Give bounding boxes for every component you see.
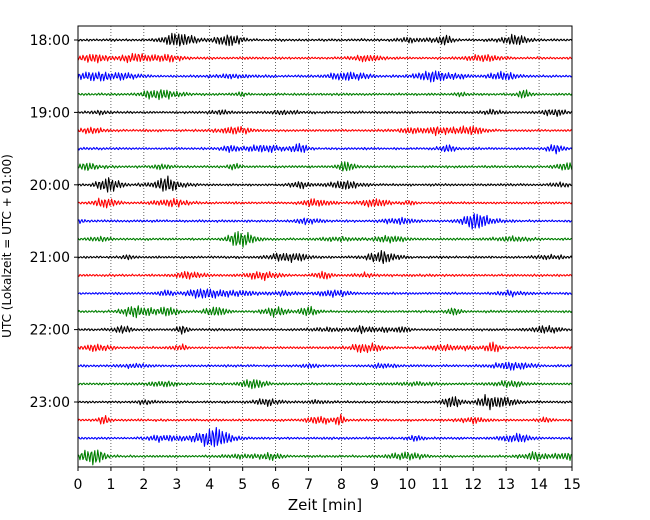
x-tick-label-0: 0 xyxy=(74,477,83,493)
trace-19 xyxy=(77,379,573,390)
trace-17 xyxy=(77,341,573,354)
trace-9 xyxy=(77,197,573,209)
trace-16 xyxy=(77,325,573,335)
x-tick-label-15: 15 xyxy=(563,477,581,493)
x-tick-label-11: 11 xyxy=(431,477,449,493)
y-axis-label: UTC (Lokalzeit = UTC + 01:00) xyxy=(0,154,14,338)
plot-frame xyxy=(77,25,573,468)
x-tick-label-6: 6 xyxy=(271,477,280,493)
x-axis-label: Zeit [min] xyxy=(288,496,362,514)
trace-13 xyxy=(77,270,573,282)
trace-2 xyxy=(77,70,573,83)
trace-4 xyxy=(77,108,573,117)
x-tick-label-13: 13 xyxy=(497,477,515,493)
trace-23 xyxy=(77,449,573,466)
x-tick-label-2: 2 xyxy=(139,477,148,493)
x-tick-label-7: 7 xyxy=(304,477,313,493)
x-axis-ticks: 0 1 2 3 4 5 6 7 8 9 10 11 12 13 14 15 xyxy=(74,467,581,493)
trace-18 xyxy=(77,361,573,371)
y-tick-label-5: 23:00 xyxy=(30,395,70,411)
trace-22 xyxy=(77,426,573,448)
trace-group xyxy=(77,32,573,466)
y-tick-label-4: 22:00 xyxy=(30,323,70,339)
trace-3 xyxy=(77,89,573,101)
trace-20 xyxy=(77,394,573,411)
y-axis-ticks: 18:00 19:00 20:00 21:00 22:00 23:00 xyxy=(30,33,78,411)
trace-0 xyxy=(77,32,573,47)
x-tick-label-5: 5 xyxy=(238,477,247,493)
trace-21 xyxy=(77,413,573,426)
trace-5 xyxy=(77,125,573,137)
x-tick-label-10: 10 xyxy=(398,477,416,493)
y-tick-label-3: 21:00 xyxy=(30,250,70,266)
trace-1 xyxy=(77,52,573,64)
trace-7 xyxy=(77,161,573,172)
x-tick-label-9: 9 xyxy=(370,477,379,493)
x-tick-label-12: 12 xyxy=(464,477,482,493)
trace-6 xyxy=(77,142,573,155)
y-tick-label-0: 18:00 xyxy=(30,33,70,49)
trace-15 xyxy=(77,305,573,319)
x-tick-label-3: 3 xyxy=(172,477,181,493)
trace-11 xyxy=(77,230,573,248)
x-tick-label-1: 1 xyxy=(106,477,115,493)
y-tick-label-2: 20:00 xyxy=(30,178,70,194)
y-tick-label-1: 19:00 xyxy=(30,105,70,121)
trace-10 xyxy=(77,213,573,230)
x-tick-label-4: 4 xyxy=(205,477,214,493)
x-tick-label-14: 14 xyxy=(530,477,548,493)
trace-8 xyxy=(77,175,573,193)
x-tick-label-8: 8 xyxy=(337,477,346,493)
trace-12 xyxy=(77,249,573,265)
trace-14 xyxy=(77,288,573,299)
